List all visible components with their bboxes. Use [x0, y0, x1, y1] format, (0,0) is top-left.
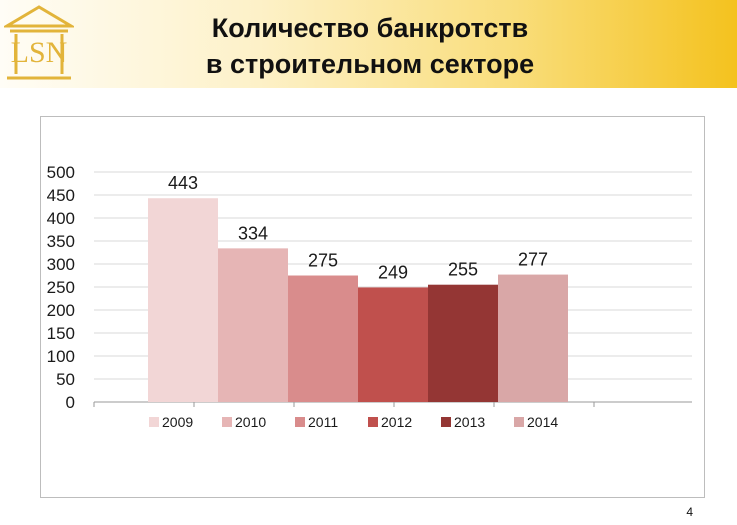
svg-text:LSN: LSN	[11, 36, 68, 69]
bar-chart: 0 50 100 150 200 250 300 350 400 450 500 443 334 275 2…	[47, 163, 692, 430]
legend-label: 2011	[308, 414, 338, 430]
legend-swatch	[514, 417, 524, 427]
bank-columns-logo-icon: LSN	[4, 5, 74, 80]
legend-label: 2013	[454, 414, 485, 430]
data-label: 277	[518, 250, 548, 270]
chart-frame: 0 50 100 150 200 250 300 350 400 450 500 443 334 275 2…	[40, 116, 705, 498]
legend-swatch	[222, 417, 232, 427]
data-label: 249	[378, 262, 408, 282]
legend-label: 2014	[527, 414, 558, 430]
y-tick-label: 300	[47, 255, 75, 274]
slide-header: LSN Количество банкротств в строительном…	[0, 0, 737, 88]
legend-swatch	[441, 417, 451, 427]
y-tick-label: 250	[47, 278, 75, 297]
y-tick-label: 200	[47, 301, 75, 320]
bar-2012	[358, 287, 428, 402]
data-label: 255	[448, 260, 478, 280]
legend-label: 2010	[235, 414, 266, 430]
data-label: 275	[308, 251, 338, 271]
y-tick-label: 400	[47, 209, 75, 228]
bar-2009	[148, 198, 218, 402]
page-number: 4	[686, 505, 693, 519]
title-line-1: Количество банкротств	[211, 13, 529, 43]
legend-label: 2012	[381, 414, 412, 430]
bar-2010	[218, 248, 288, 402]
y-tick-label: 500	[47, 163, 75, 182]
legend-swatch	[295, 417, 305, 427]
legend-label: 2009	[162, 414, 193, 430]
bar-2011	[288, 275, 358, 402]
legend-swatch	[368, 417, 378, 427]
bar-2014	[498, 274, 568, 402]
y-tick-label: 50	[56, 370, 75, 389]
y-tick-label: 150	[47, 324, 75, 343]
data-label: 334	[238, 223, 268, 243]
y-tick-label: 350	[47, 232, 75, 251]
bar-2013	[428, 284, 498, 402]
data-label: 443	[168, 173, 198, 193]
page-title: Количество банкротств в строительном сек…	[90, 10, 650, 82]
title-line-2: в строительном секторе	[205, 49, 535, 79]
y-tick-label: 100	[47, 347, 75, 366]
y-tick-label: 0	[66, 393, 75, 412]
legend-swatch	[149, 417, 159, 427]
y-tick-label: 450	[47, 186, 75, 205]
